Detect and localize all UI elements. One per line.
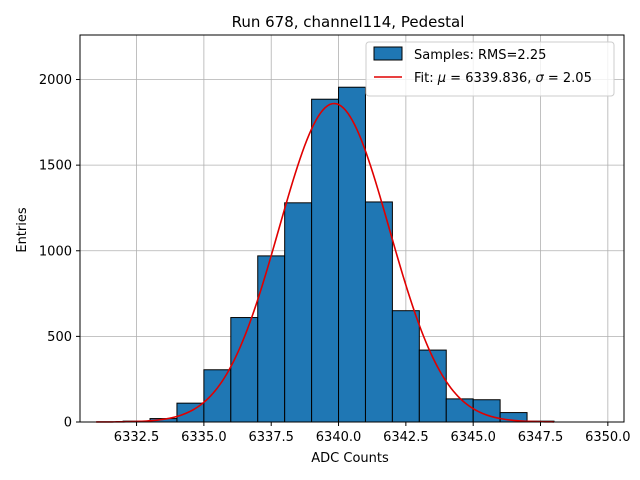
y-axis-ticks: 0 500 1000 1500 2000 — [39, 73, 80, 431]
y-tick-label-1: 500 — [47, 330, 72, 345]
legend-fit-sigma-symbol: σ — [536, 71, 545, 86]
y-axis-label: Entries — [15, 207, 30, 253]
x-tick-label-6: 6347.5 — [518, 430, 564, 445]
x-axis-label: ADC Counts — [311, 451, 389, 466]
histogram-bar-7 — [311, 98, 340, 423]
gaussian-fit-curve — [96, 102, 554, 423]
x-tick-label-0: 6332.5 — [114, 430, 160, 445]
histogram-bar-4 — [230, 317, 259, 423]
histogram-bar-12 — [445, 398, 474, 423]
plot-frame — [79, 34, 625, 423]
x-tick-label-5: 6345.0 — [450, 430, 496, 445]
legend-fit-mu-symbol: μ — [437, 71, 446, 86]
x-tick-label-4: 6342.5 — [383, 430, 429, 445]
legend-samples-label: Samples: RMS=2.25 — [414, 48, 546, 63]
histogram-bar-8 — [338, 86, 366, 423]
legend-fit-prefix: Fit: — [414, 71, 438, 86]
y-tick-label-2: 1000 — [39, 244, 72, 259]
histogram-bar-5 — [257, 255, 286, 423]
legend-fit-mu-value: = 6339.836, — [446, 71, 535, 86]
x-tick-label-7: 6350.0 — [585, 430, 631, 445]
y-tick-label-3: 1500 — [39, 159, 72, 174]
histogram-bar-6 — [284, 202, 313, 423]
x-axis-ticks: 6332.5 6335.0 6337.5 6340.0 6342.5 6345.0 6347… — [114, 422, 631, 445]
histogram-bar-10 — [391, 310, 420, 423]
legend-fit-sigma-value: = 2.05 — [544, 71, 592, 86]
x-tick-label-3: 6340.0 — [316, 430, 362, 445]
legend: Samples: RMS=2.25 Fit: μ = 6339.836, σ =… — [365, 41, 615, 97]
x-tick-label-2: 6337.5 — [248, 430, 294, 445]
chart-title: Run 678, channel114, Pedestal — [232, 13, 465, 31]
legend-box — [365, 41, 615, 97]
histogram-bar-9 — [364, 201, 393, 423]
y-tick-label-0: 0 — [64, 416, 72, 431]
histogram-bars — [122, 86, 555, 423]
y-tick-label-4: 2000 — [39, 73, 72, 88]
histogram-bar-3 — [203, 369, 232, 423]
histogram-bar-11 — [418, 349, 447, 423]
legend-samples-swatch — [373, 46, 403, 61]
legend-fit-label: Fit: μ = 6339.836, σ = 2.05 — [414, 71, 592, 86]
x-tick-label-1: 6335.0 — [181, 430, 227, 445]
